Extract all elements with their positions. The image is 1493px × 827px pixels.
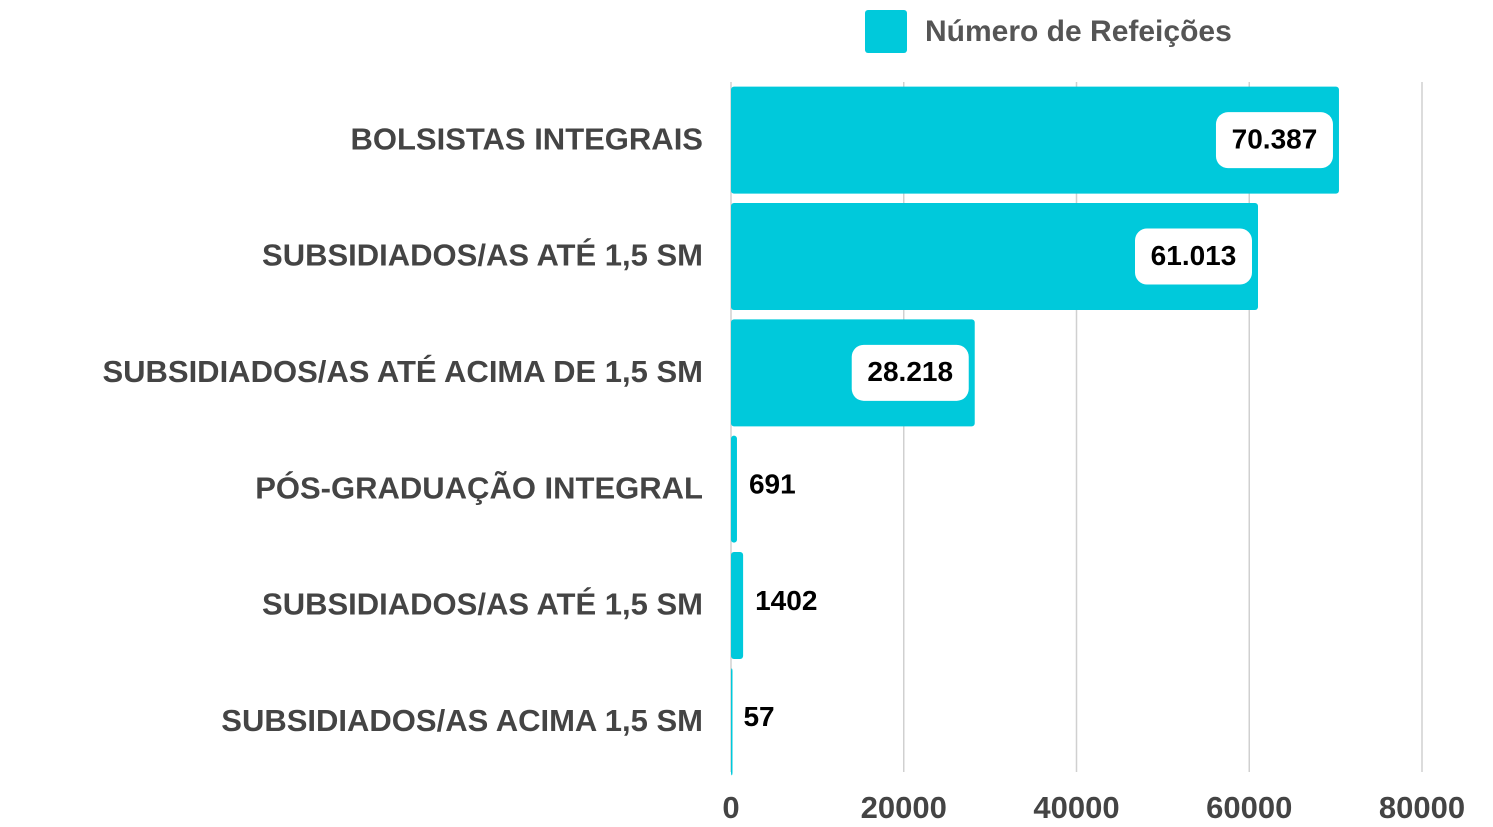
legend-swatch [865, 10, 907, 53]
x-tick-label: 80000 [1379, 790, 1465, 825]
data-label: 28.218 [867, 356, 953, 387]
data-label: 691 [749, 469, 796, 500]
legend-label: Número de Refeições [925, 15, 1232, 48]
data-label: 70.387 [1232, 124, 1318, 155]
data-label: 61.013 [1151, 240, 1237, 271]
y-tick-label: PÓS-GRADUAÇÃO INTEGRAL [255, 469, 703, 505]
bar [731, 86, 1339, 194]
data-label: 57 [743, 701, 774, 732]
x-tick-label: 40000 [1033, 790, 1119, 825]
y-tick-label: SUBSIDIADOS/AS ATÉ ACIMA DE 1,5 SM [102, 354, 703, 389]
x-tick-label: 0 [722, 790, 739, 825]
bar [731, 668, 733, 776]
bar [731, 203, 1258, 310]
y-tick-label: SUBSIDIADOS/AS ACIMA 1,5 SM [221, 703, 703, 738]
data-label: 1402 [755, 585, 817, 616]
y-tick-label: SUBSIDIADOS/AS ATÉ 1,5 SM [262, 587, 703, 622]
bar [731, 435, 737, 543]
y-tick-label: BOLSISTAS INTEGRAIS [350, 121, 703, 156]
x-tick-label: 60000 [1206, 790, 1292, 825]
y-tick-label: SUBSIDIADOS/AS ATÉ 1,5 SM [262, 238, 703, 273]
data-label-box [851, 344, 969, 401]
bar [731, 552, 744, 659]
data-label-box [1134, 228, 1252, 285]
data-label-box [1215, 112, 1333, 169]
x-tick-label: 20000 [861, 790, 947, 825]
